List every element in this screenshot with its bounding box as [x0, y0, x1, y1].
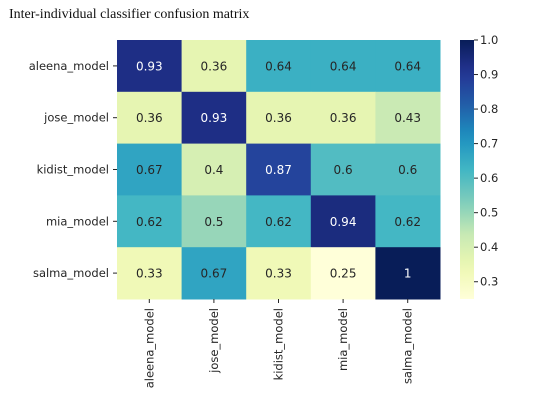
cell-value-label: 0.33 — [136, 267, 163, 281]
row-label: jose_model — [43, 111, 109, 125]
colorbar — [460, 40, 474, 299]
colorbar-tick-label: 0.5 — [480, 206, 498, 220]
cell-value-label: 0.64 — [394, 59, 421, 73]
row-label: salma_model — [33, 266, 109, 280]
cell-value-label: 0.33 — [265, 267, 292, 281]
cell-value-label: 0.64 — [330, 59, 357, 73]
heatmap-cell — [310, 195, 376, 248]
heatmap-cell — [246, 143, 312, 196]
cell-value-label: 0.67 — [136, 163, 163, 177]
column-label: aleena_model — [142, 308, 156, 388]
cell-value-label: 0.25 — [330, 267, 357, 281]
heatmap-cell — [181, 247, 247, 300]
heatmap-cell — [117, 143, 183, 196]
cell-value-label: 0.64 — [265, 59, 292, 73]
heatmap-cell — [181, 40, 247, 93]
heatmap-cell — [117, 40, 183, 93]
colorbar-tick-label: 0.4 — [480, 240, 498, 254]
cell-value-label: 0.93 — [201, 111, 228, 125]
heatmap-cell — [246, 195, 312, 248]
colorbar-tick-label: 0.9 — [480, 68, 498, 82]
row-label: kidist_model — [37, 163, 109, 177]
heatmap-cell — [117, 195, 183, 248]
heatmap-cell — [375, 91, 441, 145]
cell-value-label: 1 — [404, 267, 412, 281]
heatmap-cell — [310, 40, 376, 93]
colorbar-tick-label: 0.8 — [480, 102, 498, 116]
cell-value-label: 0.93 — [136, 59, 163, 73]
cell-value-label: 0.62 — [136, 215, 163, 229]
cell-value-label: 0.62 — [265, 215, 292, 229]
cell-value-label: 0.43 — [394, 111, 421, 125]
heatmap-cell — [375, 40, 441, 93]
heatmap-cell — [246, 40, 312, 93]
column-label: kidist_model — [272, 308, 286, 380]
cell-value-label: 0.36 — [201, 59, 228, 73]
colorbar-tick-label: 0.7 — [480, 137, 498, 151]
heatmap-cell — [117, 91, 183, 145]
heatmap-cell — [246, 91, 312, 145]
heatmap-cell — [117, 247, 183, 300]
row-label: aleena_model — [29, 59, 109, 73]
heatmap-cell — [181, 91, 247, 145]
heatmap-cell — [375, 143, 441, 196]
chart-title: Inter-individual classifier confusion ma… — [9, 7, 250, 22]
heatmap-cell — [375, 195, 441, 248]
colorbar-tick-label: 1.0 — [480, 33, 498, 47]
column-label: jose_model — [207, 308, 221, 374]
cell-value-label: 0.94 — [330, 215, 357, 229]
colorbar-tick-label: 0.6 — [480, 171, 498, 185]
heatmap-cell — [310, 91, 376, 145]
column-label: mia_model — [336, 308, 350, 371]
cell-value-label: 0.67 — [201, 267, 228, 281]
cell-value-label: 0.36 — [136, 111, 163, 125]
cell-value-label: 0.62 — [394, 215, 421, 229]
cell-value-label: 0.5 — [204, 215, 223, 229]
cell-value-label: 0.6 — [334, 163, 353, 177]
colorbar-tick-label: 0.3 — [480, 275, 498, 289]
cell-value-label: 0.36 — [265, 111, 292, 125]
heatmap-cell — [246, 247, 312, 300]
cell-value-label: 0.4 — [204, 163, 223, 177]
heatmap-cell — [310, 143, 376, 196]
column-label: salma_model — [401, 308, 415, 384]
heatmap-cell — [181, 143, 247, 196]
cell-value-label: 0.36 — [330, 111, 357, 125]
heatmap-cell — [181, 195, 247, 248]
cell-value-label: 0.87 — [265, 163, 292, 177]
row-label: mia_model — [46, 214, 109, 228]
cell-value-label: 0.6 — [398, 163, 417, 177]
heatmap-cell — [310, 247, 376, 300]
heatmap-cell — [375, 247, 441, 300]
